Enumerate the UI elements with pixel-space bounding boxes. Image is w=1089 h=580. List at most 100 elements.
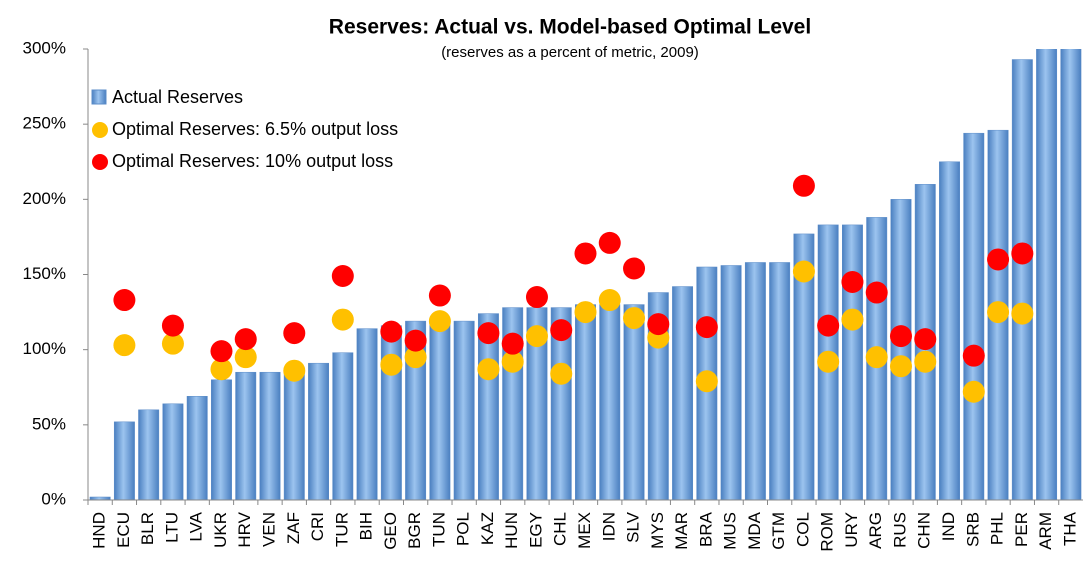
x-tick-label: HRV (235, 511, 254, 547)
legend-swatch (91, 89, 107, 105)
dot (695, 370, 718, 393)
dot (283, 359, 306, 382)
x-tick-label: VEN (259, 512, 278, 547)
legend-swatch (92, 122, 108, 138)
x-tick-label: ARM (1036, 512, 1055, 550)
dot (428, 310, 451, 333)
dot (841, 308, 864, 331)
dot (380, 353, 403, 376)
x-tick-label: BGR (405, 512, 424, 549)
dot (574, 242, 597, 265)
dot (331, 308, 354, 331)
bar (380, 325, 402, 501)
x-tick-label: EGY (526, 512, 545, 548)
bar (453, 320, 475, 501)
y-tick-label: 50% (32, 414, 66, 433)
dot (525, 286, 548, 309)
x-tick-label: MDA (745, 511, 764, 549)
bar (356, 328, 378, 501)
dot (380, 320, 403, 343)
dot (987, 248, 1010, 271)
bar (1060, 49, 1082, 501)
dot (841, 271, 864, 294)
x-tick-label: ZAF (284, 512, 303, 544)
dot (283, 322, 306, 345)
dot (1011, 242, 1034, 265)
dot (817, 350, 840, 373)
dot (113, 289, 136, 312)
legend-label: Actual Reserves (112, 87, 243, 107)
x-tick-label: CHL (551, 512, 570, 546)
bar (842, 224, 863, 501)
x-tick-label: LVA (187, 511, 206, 541)
dot (889, 325, 912, 348)
x-tick-label: BIH (357, 512, 376, 540)
bar (599, 304, 621, 501)
x-tick-label: HND (90, 512, 109, 549)
dot (477, 358, 500, 381)
dot (161, 332, 184, 355)
dot (914, 350, 937, 373)
x-tick-label: MEX (575, 512, 594, 549)
x-tick-label: BLR (138, 512, 157, 545)
legend-label: Optimal Reserves: 10% output loss (112, 151, 393, 171)
dot (623, 307, 646, 330)
bar (332, 352, 354, 501)
dot (598, 289, 621, 312)
dot (161, 314, 184, 337)
plot-area (89, 49, 1082, 501)
x-tick-label: CRI (308, 512, 327, 541)
x-tick-label: LTU (162, 512, 181, 543)
bar (623, 304, 645, 501)
y-tick-label: 200% (23, 189, 66, 208)
dot (210, 358, 233, 381)
bar (138, 409, 160, 501)
y-tick-label: 150% (23, 264, 66, 283)
dot (550, 362, 573, 385)
x-tick-label: RUS (890, 512, 909, 548)
bar (1036, 49, 1058, 501)
x-tick-label: ARG (866, 512, 885, 549)
dot (525, 325, 548, 348)
y-tick-label: 0% (41, 489, 66, 508)
bar (113, 421, 135, 501)
x-tick-label: MUS (721, 512, 740, 550)
bar (259, 371, 281, 501)
x-tick-label: BRA (696, 511, 715, 547)
x-tick-label: PER (1012, 512, 1031, 547)
bar (1011, 59, 1033, 501)
x-tick-label: PHL (988, 512, 1007, 545)
x-tick-label: THA (1060, 511, 1079, 546)
x-tick-label: HUN (502, 512, 521, 549)
legend-label: Optimal Reserves: 6.5% output loss (112, 119, 398, 139)
dot (889, 355, 912, 378)
x-tick-label: IND (939, 512, 958, 541)
dot (574, 301, 597, 324)
bar (283, 367, 305, 501)
dot (647, 313, 670, 336)
bar (672, 286, 694, 501)
dot (792, 260, 815, 283)
dot (428, 284, 451, 307)
bar (890, 199, 912, 501)
dot (113, 334, 136, 357)
x-tick-label: SLV (624, 511, 643, 543)
x-tick-label: COL (793, 512, 812, 547)
bar (720, 265, 742, 501)
bar (939, 161, 960, 501)
dot (550, 319, 573, 342)
bar (575, 304, 596, 501)
dot (404, 329, 427, 352)
bar (744, 262, 766, 501)
dot (1011, 302, 1034, 325)
dot (962, 344, 985, 367)
x-tick-label: SRB (963, 512, 982, 547)
bar (769, 262, 791, 501)
dot (865, 281, 888, 304)
dot (695, 316, 718, 339)
x-tick-label: KAZ (478, 512, 497, 545)
dot (598, 231, 621, 254)
bar (211, 379, 232, 501)
dot (501, 332, 524, 355)
